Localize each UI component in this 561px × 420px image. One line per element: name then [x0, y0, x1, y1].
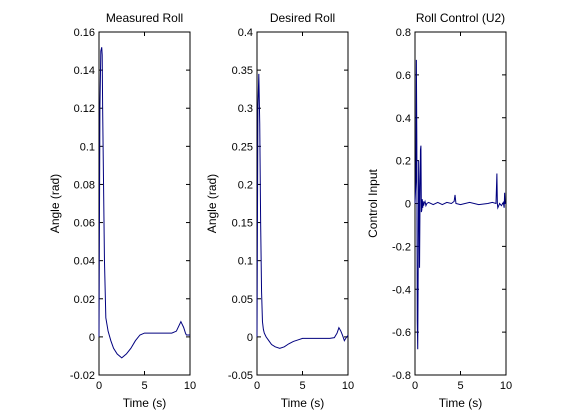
- y-tick-label: 0.05: [232, 294, 253, 306]
- y-tick-label: 0.2: [396, 156, 411, 168]
- x-axis-label: Time (s): [281, 396, 325, 410]
- series-line: [414, 59, 506, 350]
- subplot-roll-control: -0.8 -0.6 -0.4 -0.2 0 0.2 0.4 0.6 0.8 0 5 10 Roll C…: [366, 11, 512, 410]
- y-tick-label: -0.4: [392, 284, 411, 296]
- y-tick-label: 0.02: [74, 294, 95, 306]
- x-tick-label: 0: [96, 380, 102, 392]
- y-tick-label: -0.6: [392, 327, 411, 339]
- x-tick-label: 0: [254, 380, 260, 392]
- y-tick-label: 0.35: [232, 65, 253, 77]
- x-tick-label: 5: [457, 380, 463, 392]
- y-tick-label: 0.1: [80, 141, 95, 153]
- axes-box: [98, 31, 191, 376]
- y-tick-label: 0.12: [74, 103, 95, 115]
- x-tick-label: 10: [342, 380, 354, 392]
- chart-title: Measured Roll: [106, 11, 183, 25]
- y-tick-label: 0.04: [74, 256, 95, 268]
- series-line: [98, 47, 190, 359]
- y-tick-label: 0.1: [238, 256, 253, 268]
- y-tick-label: 0.6: [396, 70, 411, 82]
- y-tick-label: 0.14: [74, 65, 95, 77]
- y-tick-label: 0.8: [396, 27, 411, 39]
- y-tick-label: 0.15: [232, 218, 253, 230]
- y-tick-label: 0.08: [74, 179, 95, 191]
- chart-title: Roll Control (U2): [416, 11, 505, 25]
- y-axis-label: Angle (rad): [48, 174, 62, 233]
- y-axis-label: Angle (rad): [205, 174, 219, 233]
- x-tick-label: 5: [299, 380, 305, 392]
- y-tick-label: 0: [89, 332, 95, 344]
- y-tick-label: 0.25: [232, 141, 253, 153]
- y-tick-label: 0.3: [238, 103, 253, 115]
- y-tick-label: 0: [405, 199, 411, 211]
- x-axis-label: Time (s): [439, 396, 483, 410]
- x-axis-label: Time (s): [123, 396, 167, 410]
- y-tick-label: -0.02: [70, 370, 95, 382]
- series-line: [256, 73, 349, 349]
- y-tick-label: 0: [247, 332, 253, 344]
- y-tick-label: -0.2: [392, 241, 411, 253]
- x-tick-label: 5: [141, 380, 147, 392]
- x-tick-label: 0: [412, 380, 418, 392]
- y-tick-label: -0.8: [392, 370, 411, 382]
- y-tick-label: 0.06: [74, 218, 95, 230]
- y-tick-label: 0.4: [396, 113, 411, 125]
- x-tick-label: 10: [184, 380, 196, 392]
- y-tick-label: 0.16: [74, 27, 95, 39]
- x-tick-label: 10: [500, 380, 512, 392]
- y-axis-label: Control Input: [366, 168, 380, 237]
- axes-box: [256, 31, 349, 376]
- chart-title: Desired Roll: [270, 11, 335, 25]
- y-tick-label: 0.2: [238, 179, 253, 191]
- y-tick-label: 0.4: [238, 27, 253, 39]
- axes-box: [414, 31, 507, 376]
- y-tick-label: -0.05: [228, 370, 253, 382]
